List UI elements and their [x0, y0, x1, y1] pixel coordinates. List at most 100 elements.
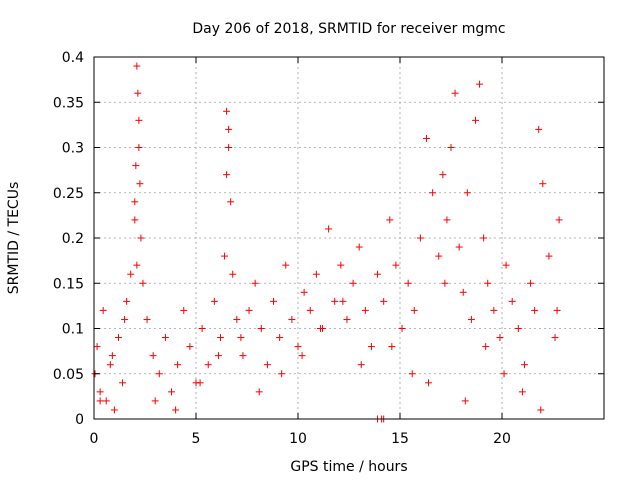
data-point — [537, 406, 545, 414]
data-point — [136, 180, 144, 188]
data-point — [168, 388, 176, 396]
data-point — [553, 306, 561, 314]
data-point — [441, 279, 449, 287]
y-axis-label: SRMTID / TECUs — [6, 182, 22, 295]
data-point — [455, 243, 463, 251]
data-point — [137, 234, 145, 242]
data-points — [91, 62, 563, 423]
data-point — [270, 297, 278, 305]
data-point — [520, 361, 528, 369]
data-point — [531, 306, 539, 314]
data-point — [298, 352, 306, 360]
data-point — [463, 189, 471, 197]
data-point — [216, 334, 224, 342]
data-point — [294, 343, 302, 351]
data-point — [539, 180, 547, 188]
data-point — [514, 325, 522, 332]
data-point — [210, 297, 218, 305]
y-tick-label: 0.2 — [62, 231, 84, 247]
data-point — [102, 397, 110, 405]
chart-title: Day 206 of 2018, SRMTID for receiver mgm… — [192, 21, 505, 37]
data-point — [471, 116, 479, 124]
data-point — [306, 306, 314, 314]
data-point — [484, 279, 492, 287]
data-point — [132, 162, 140, 170]
data-point — [133, 261, 141, 269]
data-point — [461, 397, 469, 405]
data-point — [255, 388, 263, 396]
data-point — [551, 334, 559, 342]
data-point — [476, 80, 484, 88]
axis-ticks: 0 5 10 15 20 0 0.05 0.1 0.15 0.2 0.25 0.3 0.35 0.4 — [53, 50, 604, 447]
data-point — [300, 288, 308, 296]
data-point — [223, 107, 231, 115]
data-point — [121, 315, 129, 323]
data-point — [288, 315, 296, 323]
data-point — [135, 144, 143, 151]
data-point — [186, 343, 194, 351]
data-point — [439, 171, 447, 179]
data-point — [196, 379, 204, 387]
data-point — [155, 370, 163, 378]
data-point — [204, 361, 212, 369]
data-point — [459, 288, 467, 296]
data-point — [131, 216, 139, 224]
data-point — [518, 388, 526, 396]
data-point — [96, 388, 104, 396]
data-point — [355, 243, 363, 251]
data-point — [233, 315, 241, 323]
data-point — [316, 325, 324, 332]
data-point — [388, 343, 396, 351]
data-point — [237, 334, 245, 342]
data-point — [227, 198, 235, 206]
y-tick-label: 0.1 — [62, 322, 84, 338]
data-point — [135, 116, 143, 124]
data-point — [339, 297, 347, 305]
data-point — [151, 397, 159, 405]
data-point — [127, 270, 135, 278]
data-point — [312, 270, 320, 278]
data-point — [149, 352, 157, 360]
data-point — [443, 216, 451, 224]
y-tick-label: 0 — [75, 412, 84, 428]
data-point — [425, 379, 433, 387]
data-point — [229, 270, 237, 278]
data-point — [404, 279, 412, 287]
data-point — [447, 144, 455, 151]
data-point — [263, 361, 271, 369]
data-point — [535, 125, 543, 133]
data-point — [198, 325, 206, 332]
x-tick-label: 0 — [90, 431, 99, 447]
data-point — [496, 334, 504, 342]
data-point — [508, 297, 516, 305]
data-point — [482, 343, 490, 351]
data-point — [223, 171, 231, 179]
data-point — [480, 234, 488, 242]
data-point — [343, 315, 351, 323]
data-point — [357, 361, 365, 369]
data-point — [555, 216, 563, 224]
x-tick-label: 15 — [391, 431, 409, 447]
y-tick-label: 0.4 — [62, 50, 84, 66]
data-point — [161, 334, 169, 342]
data-point — [139, 279, 147, 287]
data-point — [251, 279, 259, 287]
x-tick-label: 10 — [289, 431, 307, 447]
data-point — [374, 270, 382, 278]
data-point — [325, 225, 333, 233]
data-point — [500, 370, 508, 378]
data-point — [337, 261, 345, 269]
x-tick-label: 5 — [192, 431, 201, 447]
data-point — [134, 89, 142, 97]
data-point — [225, 144, 233, 151]
data-point — [180, 306, 188, 314]
data-point — [429, 189, 437, 197]
x-tick-label: 20 — [493, 431, 511, 447]
data-point — [398, 325, 406, 332]
y-tick-label: 0.25 — [53, 186, 84, 202]
y-tick-label: 0.05 — [53, 367, 84, 383]
y-tick-label: 0.35 — [53, 95, 84, 111]
data-point — [96, 397, 104, 405]
data-point — [143, 315, 151, 323]
